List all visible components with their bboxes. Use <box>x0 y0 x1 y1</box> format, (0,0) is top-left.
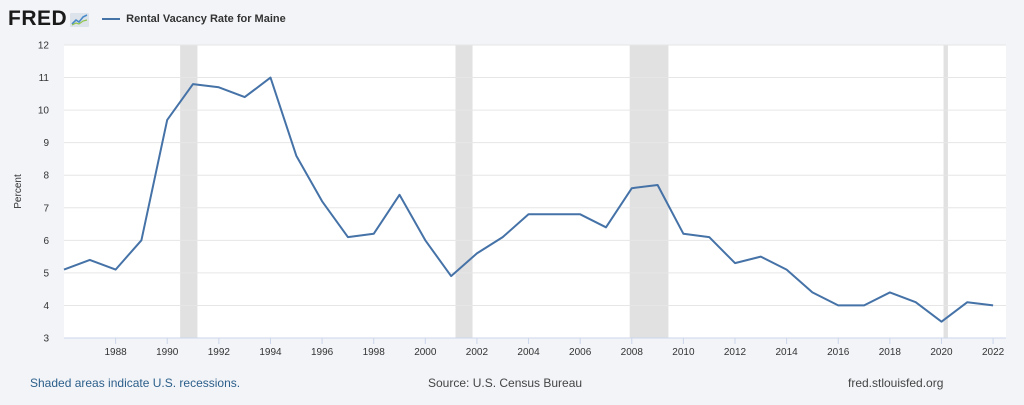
recession-band <box>455 45 473 338</box>
y-tick-label: 4 <box>43 301 49 312</box>
data-point[interactable] <box>938 319 944 325</box>
x-tick-label: 2006 <box>569 347 592 358</box>
data-point[interactable] <box>809 289 815 295</box>
data-point[interactable] <box>138 237 144 243</box>
y-tick-label: 9 <box>43 138 49 149</box>
data-point[interactable] <box>422 237 428 243</box>
data-point[interactable] <box>680 231 686 237</box>
x-tick-label: 2018 <box>879 347 902 358</box>
data-point[interactable] <box>474 250 480 256</box>
y-tick-label: 3 <box>43 334 49 345</box>
data-point[interactable] <box>887 289 893 295</box>
data-point[interactable] <box>784 267 790 273</box>
y-tick-label: 12 <box>38 41 50 52</box>
data-point[interactable] <box>242 94 248 100</box>
data-point[interactable] <box>913 299 919 305</box>
recession-band <box>629 45 669 338</box>
data-point[interactable] <box>964 299 970 305</box>
data-point[interactable] <box>267 75 273 81</box>
x-tick-label: 1990 <box>156 347 179 358</box>
x-tick-label: 2022 <box>982 347 1005 358</box>
data-point[interactable] <box>835 302 841 308</box>
data-point[interactable] <box>216 84 222 90</box>
data-point[interactable] <box>990 302 996 308</box>
data-point[interactable] <box>706 234 712 240</box>
x-tick-label: 1988 <box>104 347 127 358</box>
x-tick-label: 2004 <box>517 347 540 358</box>
data-point[interactable] <box>164 117 170 123</box>
y-tick-label: 7 <box>43 203 49 214</box>
data-point[interactable] <box>861 302 867 308</box>
x-tick-label: 2002 <box>466 347 489 358</box>
recession-band <box>180 45 198 338</box>
series-line[interactable] <box>63 76 994 323</box>
chart-legend[interactable]: Rental Vacancy Rate for Maine <box>102 13 286 25</box>
x-tick-label: 2010 <box>672 347 695 358</box>
x-tick-label: 1996 <box>311 347 334 358</box>
data-point[interactable] <box>603 224 609 230</box>
data-point[interactable] <box>551 211 557 217</box>
plot-area <box>64 45 1006 338</box>
chart-line-icon <box>70 13 90 27</box>
site-link[interactable]: fred.stlouisfed.org <box>848 376 944 390</box>
line-chart: 3 4 5 6 7 8 9 10 11 12 1988 1990 1992 1994 1996 1998 200… <box>13 41 1006 358</box>
recession-note: Shaded areas indicate U.S. recessions. <box>30 376 241 390</box>
data-point[interactable] <box>732 260 738 266</box>
x-tick-label: 2000 <box>414 347 437 358</box>
chart-header: FRED Rental Vacancy Rate for Maine <box>8 6 286 32</box>
y-tick-label: 6 <box>43 236 49 247</box>
y-tick-label: 5 <box>43 268 49 279</box>
data-point[interactable] <box>345 234 351 240</box>
data-point[interactable] <box>319 198 325 204</box>
data-point[interactable] <box>190 81 196 87</box>
y-tick-label: 11 <box>39 73 50 84</box>
y-tick-label: 8 <box>43 171 49 182</box>
data-point[interactable] <box>397 192 403 198</box>
x-tick-label: 2020 <box>930 347 953 358</box>
x-tick-label: 2014 <box>776 347 799 358</box>
y-tick-label: 10 <box>38 106 50 117</box>
data-point[interactable] <box>448 273 454 279</box>
x-tick-label: 1994 <box>259 347 282 358</box>
data-point[interactable] <box>500 234 506 240</box>
data-point[interactable] <box>293 153 299 159</box>
data-point[interactable] <box>758 254 764 260</box>
data-point[interactable] <box>629 185 635 191</box>
x-tick-label: 1992 <box>208 347 231 358</box>
data-point[interactable] <box>87 257 93 263</box>
x-tick-label: 2016 <box>827 347 850 358</box>
fred-logo[interactable]: FRED <box>8 7 68 30</box>
data-point[interactable] <box>526 211 532 217</box>
data-point[interactable] <box>577 211 583 217</box>
source-note: Source: U.S. Census Bureau <box>428 376 583 390</box>
x-tick-label: 2012 <box>724 347 747 358</box>
x-tick-label: 2008 <box>621 347 644 358</box>
data-point[interactable] <box>371 231 377 237</box>
data-point[interactable] <box>113 267 119 273</box>
legend-label: Rental Vacancy Rate for Maine <box>126 13 286 25</box>
recession-band <box>943 45 948 338</box>
y-axis-label: Percent <box>13 174 24 209</box>
data-point[interactable] <box>655 182 661 188</box>
legend-swatch <box>102 18 121 20</box>
data-point[interactable] <box>61 267 67 273</box>
x-tick-label: 1998 <box>363 347 386 358</box>
